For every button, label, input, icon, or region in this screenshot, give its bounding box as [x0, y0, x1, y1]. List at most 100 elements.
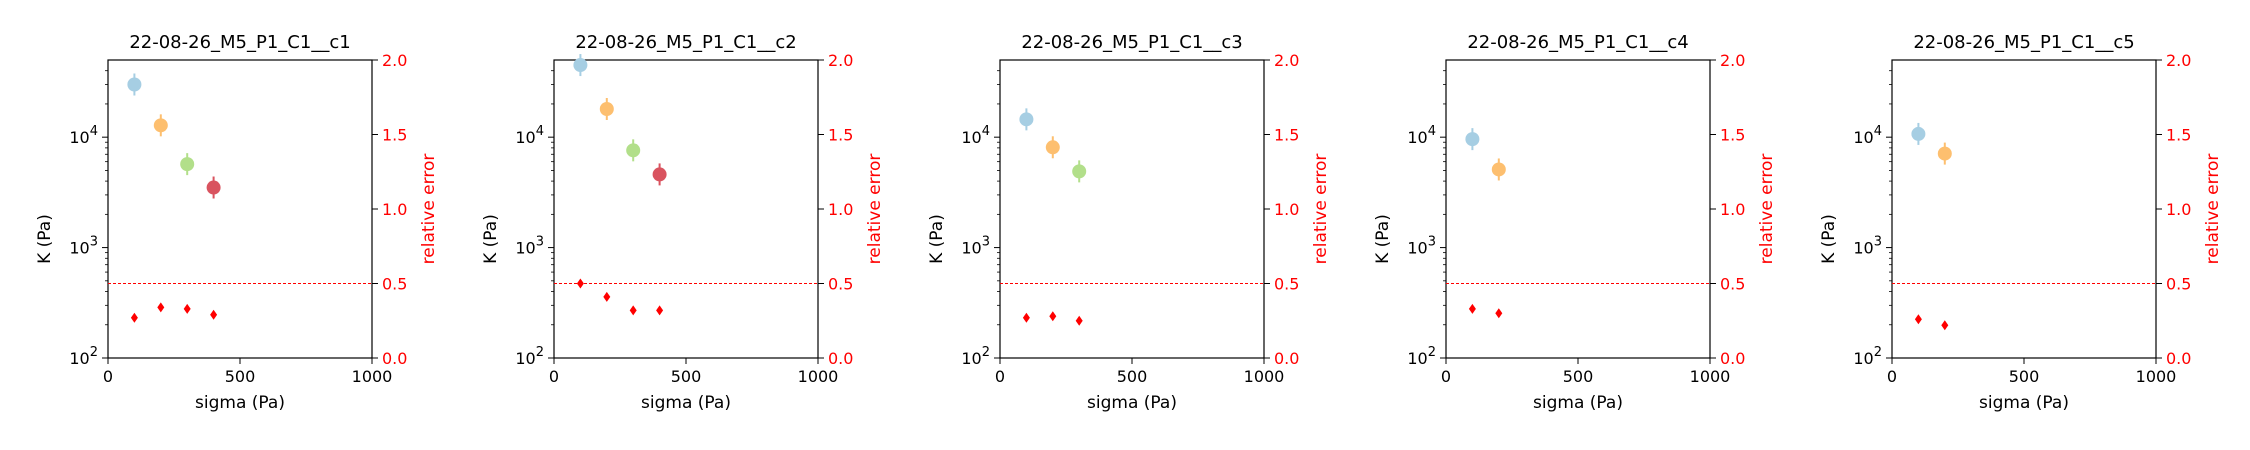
y2-axis-label: relative error [419, 154, 439, 265]
plot-frame [1891, 59, 2157, 359]
y-tick-label: 102 [1853, 345, 1882, 368]
y2-axis-label: relative error [2203, 154, 2223, 265]
y2-tick-label: 0.5 [1274, 275, 1299, 294]
x-axis-label: sigma (Pa) [1979, 393, 2069, 413]
x-tick-label: 0 [1887, 367, 1897, 386]
relative-error-point [603, 291, 611, 302]
y2-tick-label: 1.5 [382, 126, 407, 145]
x-tick-label: 1000 [1690, 367, 1731, 386]
k-point [1937, 146, 1952, 161]
x-axis-label: sigma (Pa) [1087, 393, 1177, 413]
y-tick-label: 104 [515, 124, 544, 147]
y2-tick-label: 1.5 [1274, 126, 1299, 145]
k-point [652, 167, 667, 182]
x-tick-label: 500 [1117, 367, 1148, 386]
y2-tick-label: 0.0 [1274, 349, 1299, 368]
x-tick-label: 1000 [352, 367, 393, 386]
y2-tick-label: 0.5 [828, 275, 853, 294]
x-tick-label: 0 [1441, 367, 1451, 386]
y2-axis-label: relative error [1757, 154, 1777, 265]
y-tick-label: 103 [961, 235, 990, 258]
x-tick-label: 1000 [798, 367, 839, 386]
y-axis-label: K (Pa) [481, 214, 501, 264]
relative-error-point [1941, 320, 1949, 331]
y-tick-label: 104 [1853, 124, 1882, 147]
y-axis-label: K (Pa) [35, 214, 55, 264]
y2-tick-label: 0.0 [382, 349, 407, 368]
y-tick-label: 103 [1853, 235, 1882, 258]
y-tick-label: 104 [69, 124, 98, 147]
plot-frame [1445, 59, 1711, 359]
chart-title: 22-08-26_M5_P1_C1__c1 [129, 32, 350, 53]
relative-error-point [656, 305, 664, 316]
plot-frame [999, 59, 1265, 359]
y2-tick-label: 0.0 [828, 349, 853, 368]
chart-panel-3: 22-08-26_M5_P1_C1__c3 0 500 1000 102 103 104 0.… [927, 32, 1331, 413]
x-tick-label: 0 [549, 367, 559, 386]
k-point [153, 118, 168, 133]
relative-error-point [157, 302, 165, 313]
y-tick-label: 104 [961, 124, 990, 147]
y2-tick-label: 2.0 [382, 51, 407, 70]
x-axis-label: sigma (Pa) [195, 393, 285, 413]
k-point [1911, 126, 1926, 141]
y2-tick-label: 1.0 [828, 200, 853, 219]
x-tick-label: 1000 [1244, 367, 1285, 386]
x-tick-label: 500 [671, 367, 702, 386]
k-point [127, 77, 142, 92]
k-point [626, 143, 641, 158]
relative-error-point [1022, 312, 1030, 323]
chart-panel-1: 22-08-26_M5_P1_C1__c1 0 500 1000 102 103 104 0.… [35, 32, 439, 413]
y2-tick-label: 2.0 [828, 51, 853, 70]
y-axis-label: K (Pa) [1819, 214, 1839, 264]
y2-tick-label: 1.0 [1274, 200, 1299, 219]
y2-tick-label: 1.5 [828, 126, 853, 145]
y-tick-label: 102 [515, 345, 544, 368]
y-tick-label: 104 [1407, 124, 1436, 147]
x-tick-label: 500 [2009, 367, 2040, 386]
plot-frame [107, 59, 373, 359]
y2-tick-label: 1.0 [1720, 200, 1745, 219]
k-point [599, 101, 614, 116]
y-axis-label: K (Pa) [927, 214, 947, 264]
y2-tick-label: 0.0 [2166, 349, 2191, 368]
relative-error-point [183, 303, 191, 314]
k-point [573, 58, 588, 73]
k-point [1072, 164, 1087, 179]
k-point [180, 157, 195, 172]
relative-error-point [1468, 303, 1476, 314]
x-axis-label: sigma (Pa) [641, 393, 731, 413]
x-tick-label: 1000 [2136, 367, 2177, 386]
y2-axis-label: relative error [1311, 154, 1331, 265]
chart-title: 22-08-26_M5_P1_C1__c2 [575, 32, 796, 53]
y2-tick-label: 0.5 [2166, 275, 2191, 294]
x-tick-label: 0 [103, 367, 113, 386]
plot-frame [553, 59, 819, 359]
x-axis-label: sigma (Pa) [1533, 393, 1623, 413]
relative-error-point [130, 312, 138, 323]
y-tick-label: 102 [961, 345, 990, 368]
chart-title: 22-08-26_M5_P1_C1__c4 [1467, 32, 1688, 53]
y-tick-label: 103 [1407, 235, 1436, 258]
k-point [1465, 132, 1480, 147]
chart-panel-5: 22-08-26_M5_P1_C1__c5 0 500 1000 102 103 104 0.… [1819, 32, 2223, 413]
relative-error-point [1049, 311, 1057, 322]
y-tick-label: 103 [515, 235, 544, 258]
y2-tick-label: 0.0 [1720, 349, 1745, 368]
y2-tick-label: 1.0 [382, 200, 407, 219]
y2-tick-label: 0.5 [382, 275, 407, 294]
k-point [1019, 112, 1034, 127]
relative-error-point [629, 305, 637, 316]
relative-error-point [210, 309, 218, 320]
y2-tick-label: 2.0 [1720, 51, 1745, 70]
y2-tick-label: 2.0 [2166, 51, 2191, 70]
x-tick-label: 500 [1563, 367, 1594, 386]
chart-title: 22-08-26_M5_P1_C1__c3 [1021, 32, 1242, 53]
k-point [206, 180, 221, 195]
chart-title: 22-08-26_M5_P1_C1__c5 [1913, 32, 2134, 53]
chart-panel-4: 22-08-26_M5_P1_C1__c4 0 500 1000 102 103 104 0.… [1373, 32, 1777, 413]
y2-tick-label: 0.5 [1720, 275, 1745, 294]
y-axis-label: K (Pa) [1373, 214, 1393, 264]
k-point [1045, 140, 1060, 155]
